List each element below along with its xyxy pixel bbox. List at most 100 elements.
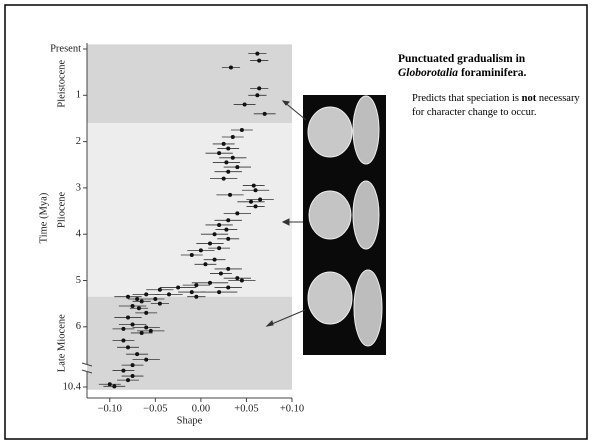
data-point — [251, 183, 256, 188]
data-point — [153, 297, 158, 302]
data-point — [228, 192, 233, 197]
epoch-label: Late Miocene — [56, 314, 67, 372]
epoch-band — [87, 123, 292, 297]
epoch-band — [87, 44, 292, 124]
data-point — [135, 297, 140, 302]
data-point — [198, 248, 203, 253]
plot: Pleistocene Pliocene Late Miocene Present 1 2… — [38, 43, 304, 426]
data-point — [157, 301, 162, 306]
axis-break — [81, 362, 93, 374]
data-point — [255, 93, 260, 98]
data-point — [126, 315, 130, 320]
data-point — [144, 292, 149, 297]
data-point — [203, 262, 208, 267]
x-tick-label: −0.10 — [98, 403, 122, 414]
data-point — [107, 382, 112, 387]
data-point — [249, 199, 253, 204]
y-tick-label: 5 — [76, 275, 81, 286]
epoch-label: Pleistocene — [56, 59, 67, 107]
data-point — [226, 146, 231, 151]
data-point — [130, 363, 135, 368]
data-point — [224, 227, 229, 232]
data-point — [144, 325, 149, 330]
data-point — [226, 169, 231, 174]
data-point — [224, 160, 229, 165]
data-point — [217, 246, 222, 251]
y-tick-label: 6 — [76, 321, 81, 332]
data-point — [144, 310, 149, 315]
data-point — [217, 290, 222, 295]
data-point — [194, 283, 199, 288]
data-point — [144, 357, 149, 362]
x-tick-label: 0.00 — [192, 403, 210, 414]
description-text: Predicts that speciation is — [412, 93, 520, 104]
y-tick-label: 4 — [76, 229, 82, 240]
data-point — [126, 345, 130, 350]
data-point — [130, 374, 135, 379]
arrows — [265, 100, 307, 327]
data-point — [239, 128, 244, 133]
epoch-label: Pliocene — [56, 191, 67, 227]
data-point — [230, 134, 235, 139]
data-point — [157, 287, 162, 292]
data-point — [189, 290, 194, 295]
y-tick-label: 3 — [76, 182, 81, 193]
data-point — [176, 285, 181, 290]
description-emphasis: not — [521, 93, 537, 104]
y-tick-label: 1 — [76, 90, 81, 101]
data-point — [139, 330, 144, 335]
data-point — [167, 292, 171, 297]
data-point — [212, 232, 217, 237]
y-axis-label: Time (Mya) — [38, 192, 49, 243]
data-point — [217, 151, 222, 156]
data-point — [148, 328, 153, 333]
data-point — [262, 111, 267, 116]
data-point — [112, 384, 117, 389]
description-text: necessary for character change to occur. — [412, 93, 580, 118]
title-text: Punctuated gradualism in — [398, 53, 526, 65]
y-tick-label: Present — [50, 43, 81, 54]
data-point — [253, 204, 258, 209]
data-point — [242, 102, 247, 107]
data-point — [221, 176, 226, 181]
data-point — [194, 294, 199, 299]
epoch-band — [87, 296, 292, 390]
data-point — [228, 65, 233, 70]
data-point — [126, 378, 130, 383]
slide-border — [4, 4, 588, 440]
fossil-photo — [303, 95, 386, 355]
data-point — [235, 165, 240, 170]
data-point — [253, 188, 258, 193]
data-point — [226, 218, 231, 223]
data-point — [226, 236, 231, 241]
data-point — [239, 278, 244, 283]
data-point — [139, 299, 144, 304]
data-point — [130, 303, 135, 308]
data-point — [255, 51, 260, 56]
title-end: foraminifera. — [460, 67, 527, 79]
data-point — [189, 253, 194, 258]
data-point — [258, 197, 263, 202]
data-point — [226, 285, 231, 290]
data-point — [218, 271, 223, 276]
data-point — [208, 280, 212, 285]
data-point — [208, 241, 212, 246]
data-point — [226, 266, 231, 271]
data-point — [257, 86, 262, 91]
data-point — [230, 155, 235, 160]
x-axis-label: Shape — [177, 415, 203, 426]
data-point — [212, 257, 217, 262]
data-point — [121, 368, 126, 373]
data-point — [126, 294, 130, 299]
caption-title: Punctuated gradualism in Globorotalia fo… — [398, 52, 526, 80]
genus: Globorotalia — [398, 67, 459, 79]
data-point — [221, 141, 226, 146]
y-tick-label: 2 — [76, 136, 81, 147]
data-point — [136, 306, 141, 311]
data-point — [135, 352, 140, 357]
y-tick-label: 10.4 — [63, 381, 82, 392]
data-point — [121, 338, 126, 343]
data-point — [235, 276, 240, 281]
